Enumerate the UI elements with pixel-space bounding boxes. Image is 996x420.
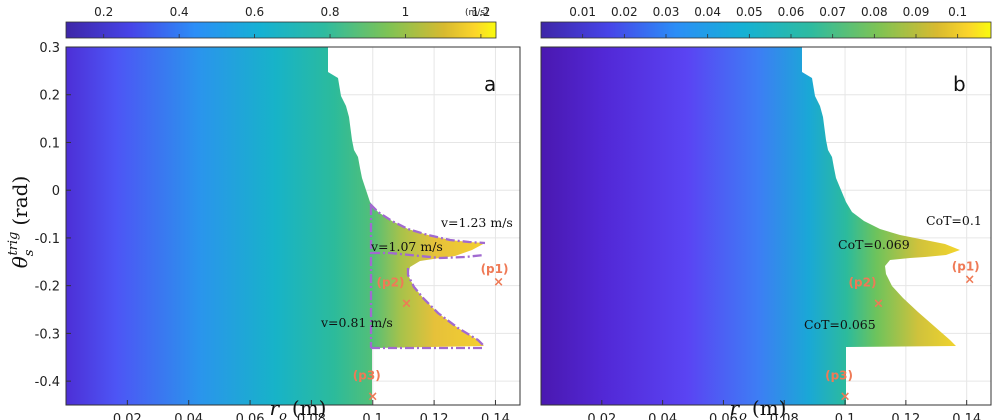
- y-tick-label: -0.1: [35, 232, 60, 247]
- annotation-cot-p2: CoT=0.069: [838, 237, 910, 252]
- x-label-a-main: r: [270, 396, 281, 420]
- svg-text:θstrig(rad): θstrig (rad): [6, 176, 37, 269]
- y-tick-label: -0.2: [35, 280, 60, 295]
- x-label-b-main: r: [730, 396, 741, 420]
- panel-a-frame: [65, 46, 521, 406]
- point-marker: ×: [367, 389, 378, 404]
- panel-b: 0.02 0.04 0.06 0.08 0.1 0.12 0.14 ×(p1)×(p2)×(…: [540, 46, 992, 420]
- x-tick-label: 0.02: [587, 412, 616, 420]
- colorbar-a-gradient: [65, 21, 497, 39]
- colorbar-tick-label: 0.2: [94, 5, 113, 19]
- colorbar-tick-label: 1.2: [471, 5, 490, 19]
- colorbar-tick-label: 0.04: [694, 5, 721, 19]
- panel-a-x-ticks: 0.02 0.04 0.06 0.08 0.1 0.12 0.14: [113, 400, 510, 420]
- x-tick-label: 0.04: [174, 412, 203, 420]
- annotation-cot-p3: CoT=0.065: [804, 317, 876, 332]
- colorbar-b-ticks: 0.01 0.02 0.03 0.04 0.05 0.06 0.07 0.08 0.09 0.1: [569, 5, 967, 38]
- point-marker: ×: [401, 296, 412, 311]
- y-axis-label: θstrig (rad): [6, 176, 37, 269]
- colorbar-tick-label: 0.07: [819, 5, 846, 19]
- x-label-a-sub: o: [279, 409, 287, 420]
- point-marker: ×: [493, 275, 504, 290]
- x-tick-label: 0.1: [362, 412, 383, 420]
- colorbar-b-gradient: [540, 21, 992, 39]
- point-marker: ×: [964, 273, 975, 288]
- x-tick-label: 0.06: [236, 412, 265, 420]
- point-label: (p2): [849, 275, 877, 289]
- y-label-unit: (rad): [8, 176, 32, 226]
- point-label: (p1): [481, 262, 509, 276]
- point-label: (p1): [952, 260, 980, 274]
- colorbar-b: 0.01 0.02 0.03 0.04 0.05 0.06 0.07 0.08 0.09 0.1: [540, 5, 992, 39]
- colorbar-tick-label: 0.1: [948, 5, 967, 19]
- panel-a-region: [66, 47, 485, 405]
- panel-a-y-ticks: 0.3 0.2 0.1 0 -0.1 -0.2 -0.3 -0.4: [35, 41, 71, 390]
- boundary-upper-wing: [369, 203, 486, 245]
- colorbar-tick-label: 0.02: [611, 5, 638, 19]
- x-tick-label: 0.08: [770, 412, 799, 420]
- x-axis-label-b: ro (m): [730, 396, 787, 420]
- panel-a-label: a: [484, 72, 496, 96]
- panel-b-frame: [540, 46, 992, 406]
- colorbar-a-ticks: 0.2 0.4 0.6 0.8 1 1.2: [94, 5, 490, 38]
- x-tick-label: 0.04: [648, 412, 677, 420]
- panel-b-points: ×(p1)×(p2)×(p3): [825, 260, 980, 405]
- x-tick-label: 0.14: [481, 412, 510, 420]
- colorbar-tick-label: 1: [402, 5, 410, 19]
- colorbar-tick-label: 0.05: [736, 5, 763, 19]
- point-marker: ×: [840, 389, 851, 404]
- y-tick-label: 0.1: [39, 136, 60, 151]
- colorbar-tick-label: 0.06: [778, 5, 805, 19]
- panel-b-label: b: [953, 72, 966, 96]
- x-label-a-unit: (m): [292, 396, 327, 420]
- colorbar-tick-label: 0.4: [170, 5, 189, 19]
- point-label: (p3): [825, 368, 853, 382]
- y-tick-label: -0.4: [35, 375, 60, 390]
- annotation-v-p2: v=1.07 m/s: [370, 239, 443, 254]
- colorbar-tick-label: 0.03: [653, 5, 680, 19]
- boundary-mid-edge: [371, 251, 485, 260]
- panel-a-points: ×(p1)×(p2)×(p3): [353, 262, 509, 405]
- panel-a-boundary: [369, 203, 486, 350]
- y-label-sub: s: [22, 249, 37, 256]
- panel-b-x-ticks: 0.02 0.04 0.06 0.08 0.1 0.12 0.14: [587, 400, 981, 420]
- x-label-b-sub: o: [739, 409, 747, 420]
- x-tick-label: 0.12: [420, 412, 449, 420]
- y-tick-label: 0.3: [39, 41, 60, 56]
- point-label: (p2): [377, 275, 405, 289]
- colorbar-a: 0.2 0.4 0.6 0.8 1 1.2 (m/s): [65, 5, 497, 39]
- y-label-theta: θ: [8, 256, 32, 268]
- y-tick-label: 0.2: [39, 89, 60, 104]
- colorbar-tick-label: 0.8: [320, 5, 339, 19]
- x-tick-label: 0.08: [297, 412, 326, 420]
- x-axis-label-a: ro (m): [270, 396, 327, 420]
- colorbar-tick-label: 0.6: [245, 5, 264, 19]
- y-tick-label: 0: [52, 184, 60, 199]
- annotation-v-p3: v=0.81 m/s: [320, 315, 393, 330]
- x-tick-label: 0.14: [952, 412, 981, 420]
- annotation-cot-p1: CoT=0.1: [926, 213, 982, 228]
- colorbar-a-unit: (m/s): [465, 8, 489, 18]
- point-marker: ×: [873, 296, 884, 311]
- colorbar-tick-label: 0.09: [903, 5, 930, 19]
- y-tick-label: -0.3: [35, 327, 60, 342]
- x-tick-label: 0.06: [709, 412, 738, 420]
- y-label-sup: trig: [6, 232, 21, 256]
- x-label-b-unit: (m): [752, 396, 787, 420]
- colorbar-tick-label: 0.08: [861, 5, 888, 19]
- annotation-v-p1: v=1.23 m/s: [440, 215, 513, 230]
- panel-a: 0.02 0.04 0.06 0.08 0.1 0.12 0.14 0.3 0.2 0.1 0 -0…: [35, 41, 521, 420]
- x-tick-label: 0.12: [891, 412, 920, 420]
- point-label: (p3): [353, 368, 381, 382]
- x-tick-label: 0.1: [835, 412, 856, 420]
- x-tick-label: 0.02: [113, 412, 142, 420]
- panel-b-region: [541, 47, 960, 405]
- colorbar-tick-label: 0.01: [569, 5, 596, 19]
